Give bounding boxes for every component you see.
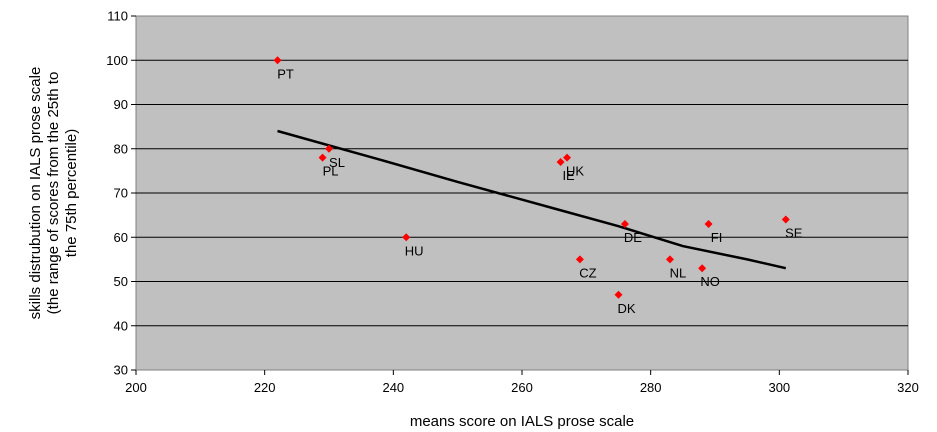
y-tick-label-110: 110 xyxy=(107,9,128,24)
x-tick-label-280: 280 xyxy=(640,380,662,395)
x-tick-label-320: 320 xyxy=(897,380,919,395)
point-label-pl: PL xyxy=(323,164,339,179)
gridlines xyxy=(136,59,908,327)
y-tick-label-50: 50 xyxy=(114,274,128,289)
data-point-se xyxy=(781,215,790,224)
point-label-pt: PT xyxy=(277,66,294,81)
point-label-nl: NL xyxy=(670,265,687,280)
x-tick-label-220: 220 xyxy=(254,380,276,395)
point-label-dk: DK xyxy=(617,301,635,316)
y-axis-ticks: 30 40 50 60 70 80 90 100 110 xyxy=(106,9,136,378)
data-point-de xyxy=(620,219,629,228)
data-point-nl xyxy=(665,255,674,264)
y-tick-label-40: 40 xyxy=(114,318,128,333)
x-tick-label-300: 300 xyxy=(768,380,790,395)
x-axis-title: means score on IALS prose scale xyxy=(410,413,634,430)
data-point-uk xyxy=(563,153,572,162)
data-point-dk xyxy=(614,290,623,299)
data-point-no xyxy=(698,264,707,273)
trend-line xyxy=(277,129,787,270)
y-axis-title: skills distrubution on IALS prose scale … xyxy=(27,67,80,320)
point-label-no: NO xyxy=(700,274,720,289)
y-axis-title-line-2: (the range of scores from the 25th to xyxy=(45,72,62,315)
y-tick-label-70: 70 xyxy=(114,186,128,201)
data-point-cz xyxy=(575,255,584,264)
y-tick-label-30: 30 xyxy=(114,363,128,378)
data-point-fi xyxy=(704,219,713,228)
x-tick-label-260: 260 xyxy=(511,380,533,395)
data-point-ie xyxy=(556,158,565,167)
data-point-sl xyxy=(325,144,333,153)
point-label-hu: HU xyxy=(405,243,424,258)
point-label-de: DE xyxy=(624,230,642,245)
y-axis-title-line-3: the 75th percentile) xyxy=(63,129,80,257)
x-tick-label-240: 240 xyxy=(382,380,404,395)
y-axis-title-line-1: skills distrubution on IALS prose scale xyxy=(27,67,44,320)
point-label-se: SE xyxy=(785,226,803,241)
point-label-uk: UK xyxy=(566,164,584,179)
y-tick-label-90: 90 xyxy=(114,97,128,112)
point-label-sl: SL xyxy=(329,155,345,170)
data-point-pl xyxy=(318,153,327,162)
data-point-pt xyxy=(273,56,282,65)
y-tick-label-80: 80 xyxy=(114,141,128,156)
y-tick-label-100: 100 xyxy=(106,53,128,68)
y-tick-label-60: 60 xyxy=(114,230,128,245)
point-label-ie: IE xyxy=(562,168,575,183)
x-tick-label-200: 200 xyxy=(125,380,147,395)
data-point-hu xyxy=(402,233,411,242)
x-axis-ticks: 200 220 240 260 280 300 320 xyxy=(125,370,919,395)
data-points xyxy=(273,56,790,299)
point-label-cz: CZ xyxy=(579,265,596,280)
point-label-fi: FI xyxy=(711,230,723,245)
